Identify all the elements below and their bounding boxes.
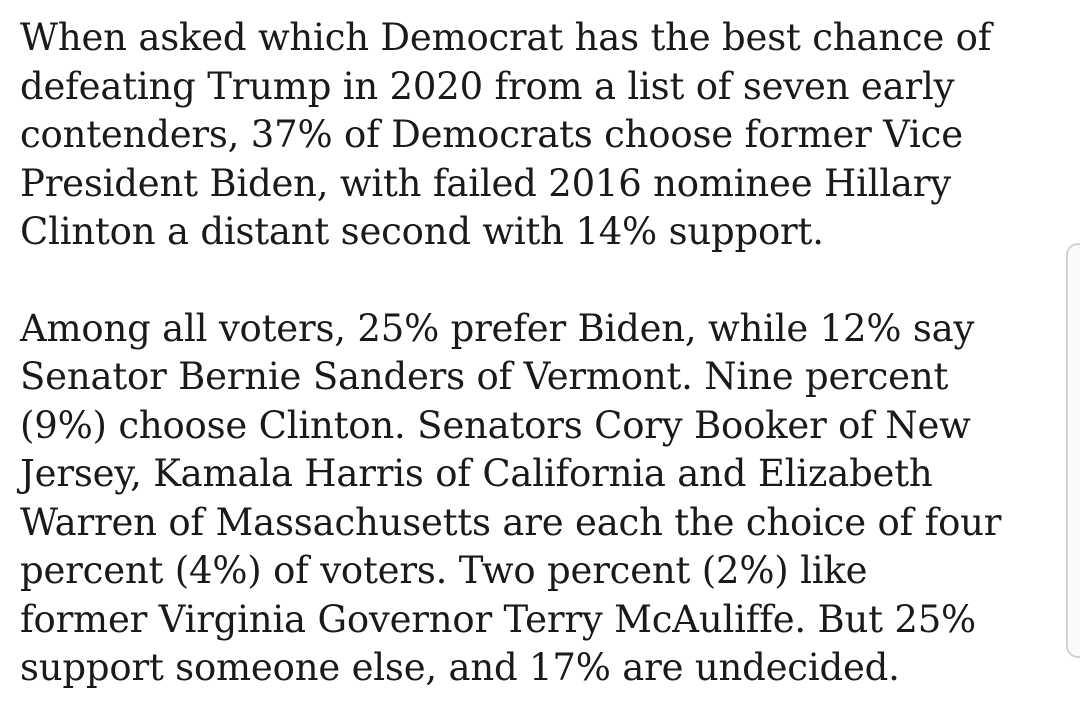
text-line: defeating Trump in 2020 from a list of s…	[20, 64, 955, 108]
text-line: percent (4%) of voters. Two percent (2%)…	[20, 549, 868, 592]
text-line: Senator Bernie Sanders of Vermont. Nine …	[20, 355, 949, 398]
text-line: President Biden, with failed 2016 nomine…	[20, 161, 951, 205]
text-line: Warren of Massachusetts are each the cho…	[20, 500, 1002, 544]
text-line: former Virginia Governor Terry McAuliffe…	[20, 597, 977, 641]
text-line: contenders, 37% of Democrats choose form…	[20, 113, 963, 156]
paragraph-1: When asked which Democrat has the best c…	[20, 14, 1065, 257]
text-line: Clinton a distant second with 14% suppor…	[20, 210, 824, 253]
text-line: Among all voters, 25% prefer Biden, whil…	[20, 306, 975, 350]
text-line: (9%) choose Clinton. Senators Cory Booke…	[20, 403, 971, 447]
article-body: When asked which Democrat has the best c…	[20, 14, 1065, 693]
text-line: When asked which Democrat has the best c…	[20, 16, 992, 59]
scrollbar-handle[interactable]	[1066, 243, 1080, 658]
paragraph-2: Among all voters, 25% prefer Biden, whil…	[20, 305, 1065, 693]
text-line: support someone else, and 17% are undeci…	[20, 646, 900, 689]
text-line: Jersey, Kamala Harris of California and …	[20, 452, 933, 495]
